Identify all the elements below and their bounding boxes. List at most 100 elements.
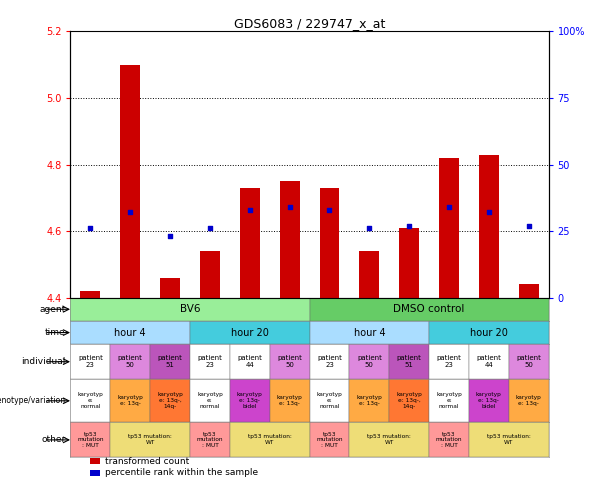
- Text: karyotyp
e: 13q-
bidel: karyotyp e: 13q- bidel: [476, 393, 502, 409]
- Bar: [519, 284, 539, 298]
- Text: percentile rank within the sample: percentile rank within the sample: [105, 468, 259, 477]
- Bar: [429, 321, 549, 344]
- Bar: [469, 379, 509, 423]
- Text: patient
23: patient 23: [436, 355, 462, 368]
- Text: patient
23: patient 23: [78, 355, 103, 368]
- Bar: [110, 379, 150, 423]
- Bar: [509, 344, 549, 379]
- Text: karyotyp
e: 13q-
bidel: karyotyp e: 13q- bidel: [237, 393, 263, 409]
- Point: [484, 209, 494, 216]
- Text: DMSO control: DMSO control: [394, 304, 465, 314]
- Point: [166, 232, 175, 240]
- Bar: [399, 228, 419, 298]
- Bar: [349, 379, 389, 423]
- Bar: [230, 423, 310, 457]
- Text: patient
50: patient 50: [516, 355, 541, 368]
- Text: karyotyp
e: 13q-: karyotyp e: 13q-: [276, 396, 303, 406]
- Text: agent: agent: [39, 305, 66, 314]
- Bar: [270, 379, 310, 423]
- Bar: [509, 379, 549, 423]
- Bar: [230, 344, 270, 379]
- Text: karyotyp
e: 13q-,
14q-: karyotyp e: 13q-, 14q-: [157, 393, 183, 409]
- Bar: [469, 344, 509, 379]
- Bar: [270, 344, 310, 379]
- Text: tp53
mutation
: MUT: tp53 mutation : MUT: [436, 432, 462, 448]
- Bar: [359, 251, 379, 298]
- Text: hour 20: hour 20: [231, 327, 268, 338]
- Text: tp53
mutation
: MUT: tp53 mutation : MUT: [77, 432, 104, 448]
- Text: karyotyp
e:
normal: karyotyp e: normal: [436, 393, 462, 409]
- Text: tp53 mutation:
WT: tp53 mutation: WT: [367, 435, 411, 445]
- Text: patient
51: patient 51: [397, 355, 422, 368]
- Bar: [190, 321, 310, 344]
- Title: GDS6083 / 229747_x_at: GDS6083 / 229747_x_at: [234, 17, 385, 30]
- Text: BV6: BV6: [180, 304, 200, 314]
- Bar: [110, 344, 150, 379]
- Bar: [70, 321, 190, 344]
- Bar: [439, 158, 459, 298]
- Bar: [89, 458, 100, 465]
- Text: karyotyp
e: 13q-: karyotyp e: 13q-: [356, 396, 383, 406]
- Text: patient
50: patient 50: [118, 355, 143, 368]
- Point: [364, 225, 374, 232]
- Text: karyotyp
e: 13q-: karyotyp e: 13q-: [516, 396, 542, 406]
- Bar: [310, 321, 429, 344]
- Text: tp53 mutation:
WT: tp53 mutation: WT: [487, 435, 531, 445]
- Point: [284, 203, 294, 211]
- Bar: [89, 469, 100, 476]
- Bar: [389, 344, 429, 379]
- Bar: [70, 379, 110, 423]
- Point: [524, 222, 533, 229]
- Text: karyotyp
e: 13q-,
14q-: karyotyp e: 13q-, 14q-: [396, 393, 422, 409]
- Bar: [310, 344, 349, 379]
- Text: hour 20: hour 20: [470, 327, 508, 338]
- Text: hour 4: hour 4: [115, 327, 146, 338]
- Text: tp53
mutation
: MUT: tp53 mutation : MUT: [316, 432, 343, 448]
- Text: hour 4: hour 4: [354, 327, 385, 338]
- Bar: [240, 188, 260, 298]
- Text: tp53 mutation:
WT: tp53 mutation: WT: [248, 435, 292, 445]
- Bar: [80, 291, 101, 298]
- Text: genotype/variation: genotype/variation: [0, 396, 66, 405]
- Text: other: other: [42, 435, 66, 444]
- Text: karyotyp
e:
normal: karyotyp e: normal: [197, 393, 223, 409]
- Bar: [429, 423, 469, 457]
- Text: patient
44: patient 44: [237, 355, 262, 368]
- Bar: [70, 423, 110, 457]
- Text: patient
23: patient 23: [317, 355, 342, 368]
- Text: patient
51: patient 51: [158, 355, 183, 368]
- Text: patient
50: patient 50: [277, 355, 302, 368]
- Bar: [479, 155, 499, 298]
- Text: patient
44: patient 44: [476, 355, 501, 368]
- Point: [444, 203, 454, 211]
- Bar: [310, 423, 349, 457]
- Bar: [70, 344, 110, 379]
- Point: [86, 225, 96, 232]
- Bar: [389, 379, 429, 423]
- Text: tp53 mutation:
WT: tp53 mutation: WT: [128, 435, 172, 445]
- Text: time: time: [45, 328, 66, 337]
- Bar: [110, 423, 190, 457]
- Text: karyotyp
e:
normal: karyotyp e: normal: [316, 393, 343, 409]
- Bar: [190, 344, 230, 379]
- Text: tp53
mutation
: MUT: tp53 mutation : MUT: [197, 432, 223, 448]
- Text: karyotyp
e: 13q-: karyotyp e: 13q-: [117, 396, 143, 406]
- Bar: [469, 423, 549, 457]
- Text: karyotyp
e:
normal: karyotyp e: normal: [77, 393, 104, 409]
- Bar: [319, 188, 340, 298]
- Bar: [310, 298, 549, 321]
- Bar: [310, 379, 349, 423]
- Bar: [349, 423, 429, 457]
- Point: [405, 222, 414, 229]
- Bar: [120, 65, 140, 298]
- Bar: [429, 379, 469, 423]
- Point: [325, 206, 335, 213]
- Bar: [280, 181, 300, 298]
- Point: [245, 206, 255, 213]
- Bar: [349, 344, 389, 379]
- Bar: [150, 379, 190, 423]
- Text: patient
23: patient 23: [197, 355, 223, 368]
- Text: individual: individual: [21, 357, 66, 366]
- Text: transformed count: transformed count: [105, 457, 189, 466]
- Bar: [70, 298, 310, 321]
